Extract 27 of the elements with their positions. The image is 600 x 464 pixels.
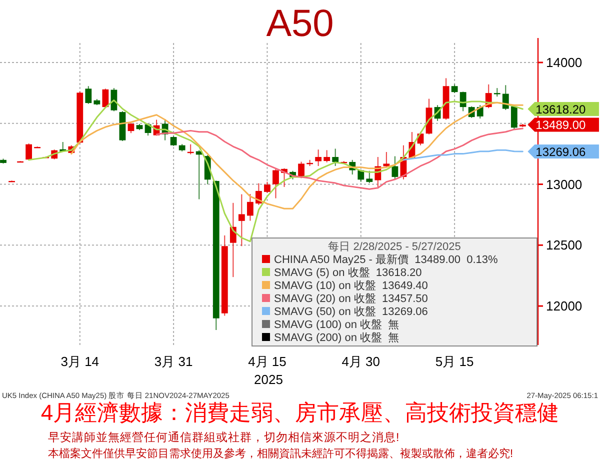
legend-title: 每日 2/28/2025 - 5/27/2025 [328,241,461,253]
annotation: 早安講師並無經營任何通信群組或社群，切勿相信來源不明之消息! [48,432,400,444]
data-label: 13618.20 [536,102,586,116]
value-tag: 13489.00 [528,118,599,132]
legend-item: SMAVG (100) on 收盤 無 [262,319,400,331]
y-tick-label: 12000 [546,298,582,314]
data-label: 13269.06 [536,144,586,159]
legend-item: SMAVG (5) on 收盤 13618.20 [262,267,422,279]
annotation: 本檔案文件僅供早安節目需求使用及參考，相關資訊未經許可不得揭露、複製或散佈，違者必究! [48,448,514,460]
x-axis-title: 2025 [254,372,283,387]
legend-item: CHINA A50 May25 - 最新價 13489.00 0.13% [262,254,498,266]
value-tag: 13618.20 [528,102,599,116]
x-tick-label: 4月 30 [342,354,380,369]
legend-item: SMAVG (50) on 收盤 13269.06 [262,306,428,318]
value-tag: 13269.06 [528,144,599,159]
legend-item: SMAVG (10) on 收盤 13649.40 [262,280,428,292]
x-tick-label: 3月 14 [60,354,100,369]
y-tick-label: 12500 [546,238,582,253]
legend-item: SMAVG (20) on 收盤 13457.50 [262,293,428,305]
subtitle: 4月經濟數據：消費走弱、房市承壓、高技術投資穩健 [40,400,560,425]
x-tick-label: 5月 15 [435,354,474,369]
x-tick-label: 3月 31 [154,354,193,369]
title: A50 [266,3,334,45]
y-tick-label: 14000 [546,54,582,70]
y-tick-label: 13000 [546,176,582,192]
x-tick-label: 4月 15 [248,354,286,369]
legend-item: SMAVG (200) on 收盤 無 [262,332,400,344]
